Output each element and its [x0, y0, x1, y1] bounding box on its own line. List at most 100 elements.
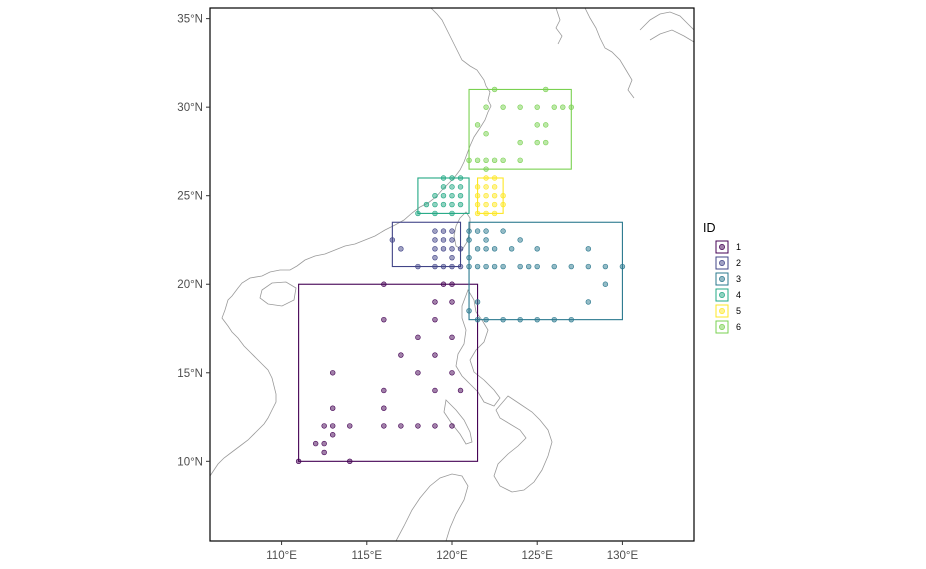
legend-dot-6 — [719, 324, 724, 329]
point-series-3 — [492, 246, 497, 251]
point-series-2 — [450, 255, 455, 260]
point-series-5 — [501, 193, 506, 198]
point-series-3 — [518, 264, 523, 269]
point-series-5 — [492, 193, 497, 198]
point-series-1 — [322, 424, 327, 429]
point-series-2 — [441, 238, 446, 243]
point-series-3 — [569, 264, 574, 269]
point-series-3 — [509, 246, 514, 251]
point-series-1 — [322, 450, 327, 455]
point-series-2 — [441, 264, 446, 269]
point-series-6 — [484, 105, 489, 110]
legend-label-4: 4 — [736, 290, 741, 300]
point-series-6 — [535, 122, 540, 127]
point-series-6 — [560, 105, 565, 110]
y-tick-label-25: 25°N — [177, 191, 203, 203]
point-series-5 — [475, 193, 480, 198]
y-tick-label-10: 10°N — [177, 456, 203, 468]
point-series-3 — [535, 246, 540, 251]
legend-dot-4 — [719, 292, 724, 297]
point-series-3 — [475, 300, 480, 305]
point-series-5 — [484, 184, 489, 189]
point-series-2 — [450, 264, 455, 269]
x-tick-label-125: 125°E — [521, 550, 553, 562]
point-series-6 — [535, 105, 540, 110]
legend-item-6: 6 — [716, 321, 741, 333]
point-series-4 — [433, 193, 438, 198]
point-series-5 — [475, 202, 480, 207]
point-series-6 — [492, 87, 497, 92]
point-series-6 — [569, 105, 574, 110]
x-tick-label-110: 110°E — [266, 550, 297, 562]
point-series-1 — [347, 424, 352, 429]
point-series-6 — [492, 158, 497, 163]
point-series-5 — [484, 211, 489, 216]
point-series-1 — [433, 388, 438, 393]
point-series-4 — [433, 202, 438, 207]
point-series-3 — [467, 308, 472, 313]
point-series-3 — [501, 229, 506, 234]
point-series-4 — [458, 193, 463, 198]
point-series-2 — [433, 238, 438, 243]
point-series-3 — [535, 317, 540, 322]
point-series-1 — [381, 388, 386, 393]
point-series-1 — [416, 370, 421, 375]
legend-label-6: 6 — [736, 322, 741, 332]
point-series-6 — [467, 158, 472, 163]
point-series-2 — [433, 255, 438, 260]
legend-dot-3 — [719, 276, 724, 281]
y-tick-label-20: 20°N — [177, 279, 203, 291]
point-series-1 — [450, 300, 455, 305]
legend-item-1: 1 — [716, 241, 741, 253]
point-series-2 — [441, 229, 446, 234]
legend-item-2: 2 — [716, 257, 741, 269]
point-series-4 — [433, 211, 438, 216]
x-tick-label-130: 130°E — [607, 550, 639, 562]
point-series-4 — [458, 184, 463, 189]
point-series-1 — [381, 424, 386, 429]
legend-item-3: 3 — [716, 273, 741, 285]
point-series-1 — [322, 441, 327, 446]
point-series-3 — [475, 246, 480, 251]
point-series-3 — [586, 264, 591, 269]
point-series-5 — [484, 202, 489, 207]
point-series-1 — [330, 370, 335, 375]
point-series-3 — [620, 264, 625, 269]
point-series-3 — [518, 317, 523, 322]
point-series-1 — [433, 353, 438, 358]
legend-label-3: 3 — [736, 274, 741, 284]
point-series-3 — [484, 229, 489, 234]
point-series-1 — [450, 335, 455, 340]
point-series-6 — [501, 105, 506, 110]
legend-label-2: 2 — [736, 258, 741, 268]
point-series-2 — [450, 229, 455, 234]
point-series-3 — [475, 229, 480, 234]
point-series-4 — [450, 184, 455, 189]
point-series-4 — [424, 202, 429, 207]
point-series-4 — [441, 176, 446, 181]
x-axis: 110°E 115°E 120°E 125°E 130°E — [266, 541, 638, 562]
point-series-3 — [475, 264, 480, 269]
point-series-5 — [475, 211, 480, 216]
point-series-1 — [416, 424, 421, 429]
x-tick-label-115: 115°E — [351, 550, 382, 562]
point-series-1 — [450, 370, 455, 375]
point-series-1 — [296, 459, 301, 464]
point-series-5 — [484, 193, 489, 198]
point-series-5 — [492, 211, 497, 216]
point-series-6 — [535, 140, 540, 145]
x-tick-label-120: 120°E — [436, 550, 468, 562]
point-series-2 — [433, 229, 438, 234]
point-series-1 — [416, 335, 421, 340]
point-series-6 — [475, 122, 480, 127]
point-series-4 — [441, 184, 446, 189]
point-series-3 — [484, 238, 489, 243]
point-series-4 — [441, 193, 446, 198]
point-series-4 — [450, 193, 455, 198]
point-series-2 — [441, 246, 446, 251]
legend: ID 1 2 3 4 5 6 — [703, 221, 741, 333]
point-series-6 — [552, 105, 557, 110]
point-series-3 — [484, 246, 489, 251]
point-series-1 — [381, 282, 386, 287]
legend-item-4: 4 — [716, 289, 741, 301]
